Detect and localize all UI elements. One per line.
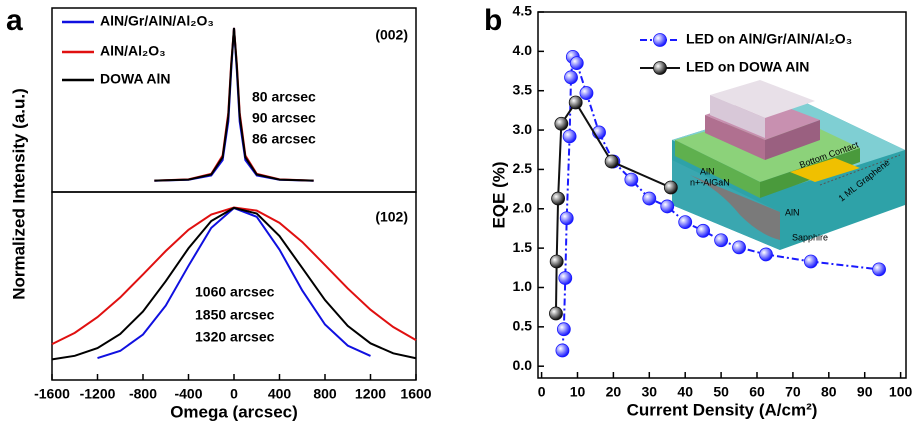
y-tick-label: 0.5 xyxy=(513,318,533,334)
legend-label: LED on DOWA AIN xyxy=(686,59,809,75)
x-axis-label: Omega (arcsec) xyxy=(170,402,298,421)
annotation: 1320 arcsec xyxy=(195,329,275,345)
inset-device xyxy=(672,80,905,250)
x-tick-label: -1200 xyxy=(80,386,116,402)
x-tick-label: 800 xyxy=(313,386,337,402)
data-point xyxy=(555,343,570,358)
x-tick-label: 400 xyxy=(268,386,292,402)
data-point xyxy=(556,322,571,337)
data-point xyxy=(678,215,693,230)
data-point xyxy=(604,154,619,169)
data-point xyxy=(660,199,675,214)
annotation: 90 arcsec xyxy=(252,110,316,126)
legend-label: AlN/Al₂O₃ xyxy=(100,43,166,59)
x-tick-label: 40 xyxy=(677,384,693,400)
data-point xyxy=(549,254,564,269)
y-axis-label: EQE (%) xyxy=(489,161,508,228)
x-tick-label: 0 xyxy=(538,384,546,400)
data-line xyxy=(51,206,417,361)
x-axis-label: Current Density (A/cm²) xyxy=(627,400,818,419)
y-tick-label: 2.0 xyxy=(513,199,533,215)
inset-label: AlN xyxy=(700,166,715,176)
data-point xyxy=(872,262,886,277)
annotation: 1850 arcsec xyxy=(195,307,275,323)
annotation: 86 arcsec xyxy=(252,131,316,147)
x-tick-label: 70 xyxy=(785,384,801,400)
panel-label: b xyxy=(484,4,502,37)
plot-frame xyxy=(537,11,907,379)
y-tick-label: 4.0 xyxy=(513,42,533,58)
data-point xyxy=(663,180,678,195)
subplot-label: (002) xyxy=(375,27,408,43)
x-tick-label: 80 xyxy=(821,384,837,400)
data-point xyxy=(732,240,746,255)
data-point xyxy=(624,172,639,187)
y-tick-label: 0.0 xyxy=(513,357,533,373)
x-tick-label: -400 xyxy=(174,386,202,402)
x-tick-label: -800 xyxy=(129,386,157,402)
data-point xyxy=(579,86,594,100)
x-tick-label: 90 xyxy=(857,384,873,400)
subplot-label: (102) xyxy=(375,209,408,225)
data-point xyxy=(696,223,711,238)
data-line xyxy=(51,206,417,345)
x-tick-label: 30 xyxy=(642,384,658,400)
legend-marker xyxy=(653,61,667,75)
data-point xyxy=(554,116,569,131)
data-point xyxy=(549,306,563,321)
y-tick-label: 3.5 xyxy=(513,81,533,97)
x-tick-label: -1600 xyxy=(34,386,70,402)
data-point xyxy=(551,191,566,206)
data-point xyxy=(759,247,773,262)
x-tick-label: 1200 xyxy=(355,386,386,402)
data-point xyxy=(568,95,583,110)
inset-label: AlN xyxy=(785,207,800,217)
y-axis-label: Normalized Intensity (a.u.) xyxy=(9,88,28,300)
inset-label: Sapphire xyxy=(792,232,828,242)
data-point xyxy=(642,191,657,206)
y-tick-label: 3.0 xyxy=(513,121,533,137)
y-tick-label: 1.5 xyxy=(513,239,533,255)
annotation: 1060 arcsec xyxy=(195,284,275,300)
legend-marker xyxy=(653,33,667,47)
y-tick-label: 2.5 xyxy=(513,160,533,176)
data-point xyxy=(569,56,584,71)
x-tick-label: 60 xyxy=(749,384,765,400)
data-line xyxy=(154,27,314,182)
x-tick-label: 50 xyxy=(713,384,729,400)
data-point xyxy=(559,211,574,226)
x-tick-label: 1600 xyxy=(400,386,431,402)
legend-label: LED on AlN/Gr/AlN/Al₂O₃ xyxy=(686,31,852,47)
x-tick-label: 0 xyxy=(230,386,238,402)
x-tick-label: 100 xyxy=(889,384,913,400)
x-tick-label: 10 xyxy=(570,384,586,400)
legend-label: AlN/Gr/AlN/Al₂O₃ xyxy=(100,13,214,29)
data-point xyxy=(562,129,577,144)
data-point xyxy=(803,254,818,269)
data-point xyxy=(558,271,573,285)
y-tick-label: 1.0 xyxy=(513,278,533,294)
inset-label: n+-AlGaN xyxy=(690,177,730,187)
panel-label: a xyxy=(6,4,23,37)
data-point xyxy=(714,233,729,248)
legend-label: DOWA AlN xyxy=(100,71,171,87)
y-tick-label: 4.5 xyxy=(513,3,533,19)
data-point xyxy=(564,70,578,85)
annotation: 80 arcsec xyxy=(252,89,316,105)
x-tick-label: 20 xyxy=(606,384,622,400)
